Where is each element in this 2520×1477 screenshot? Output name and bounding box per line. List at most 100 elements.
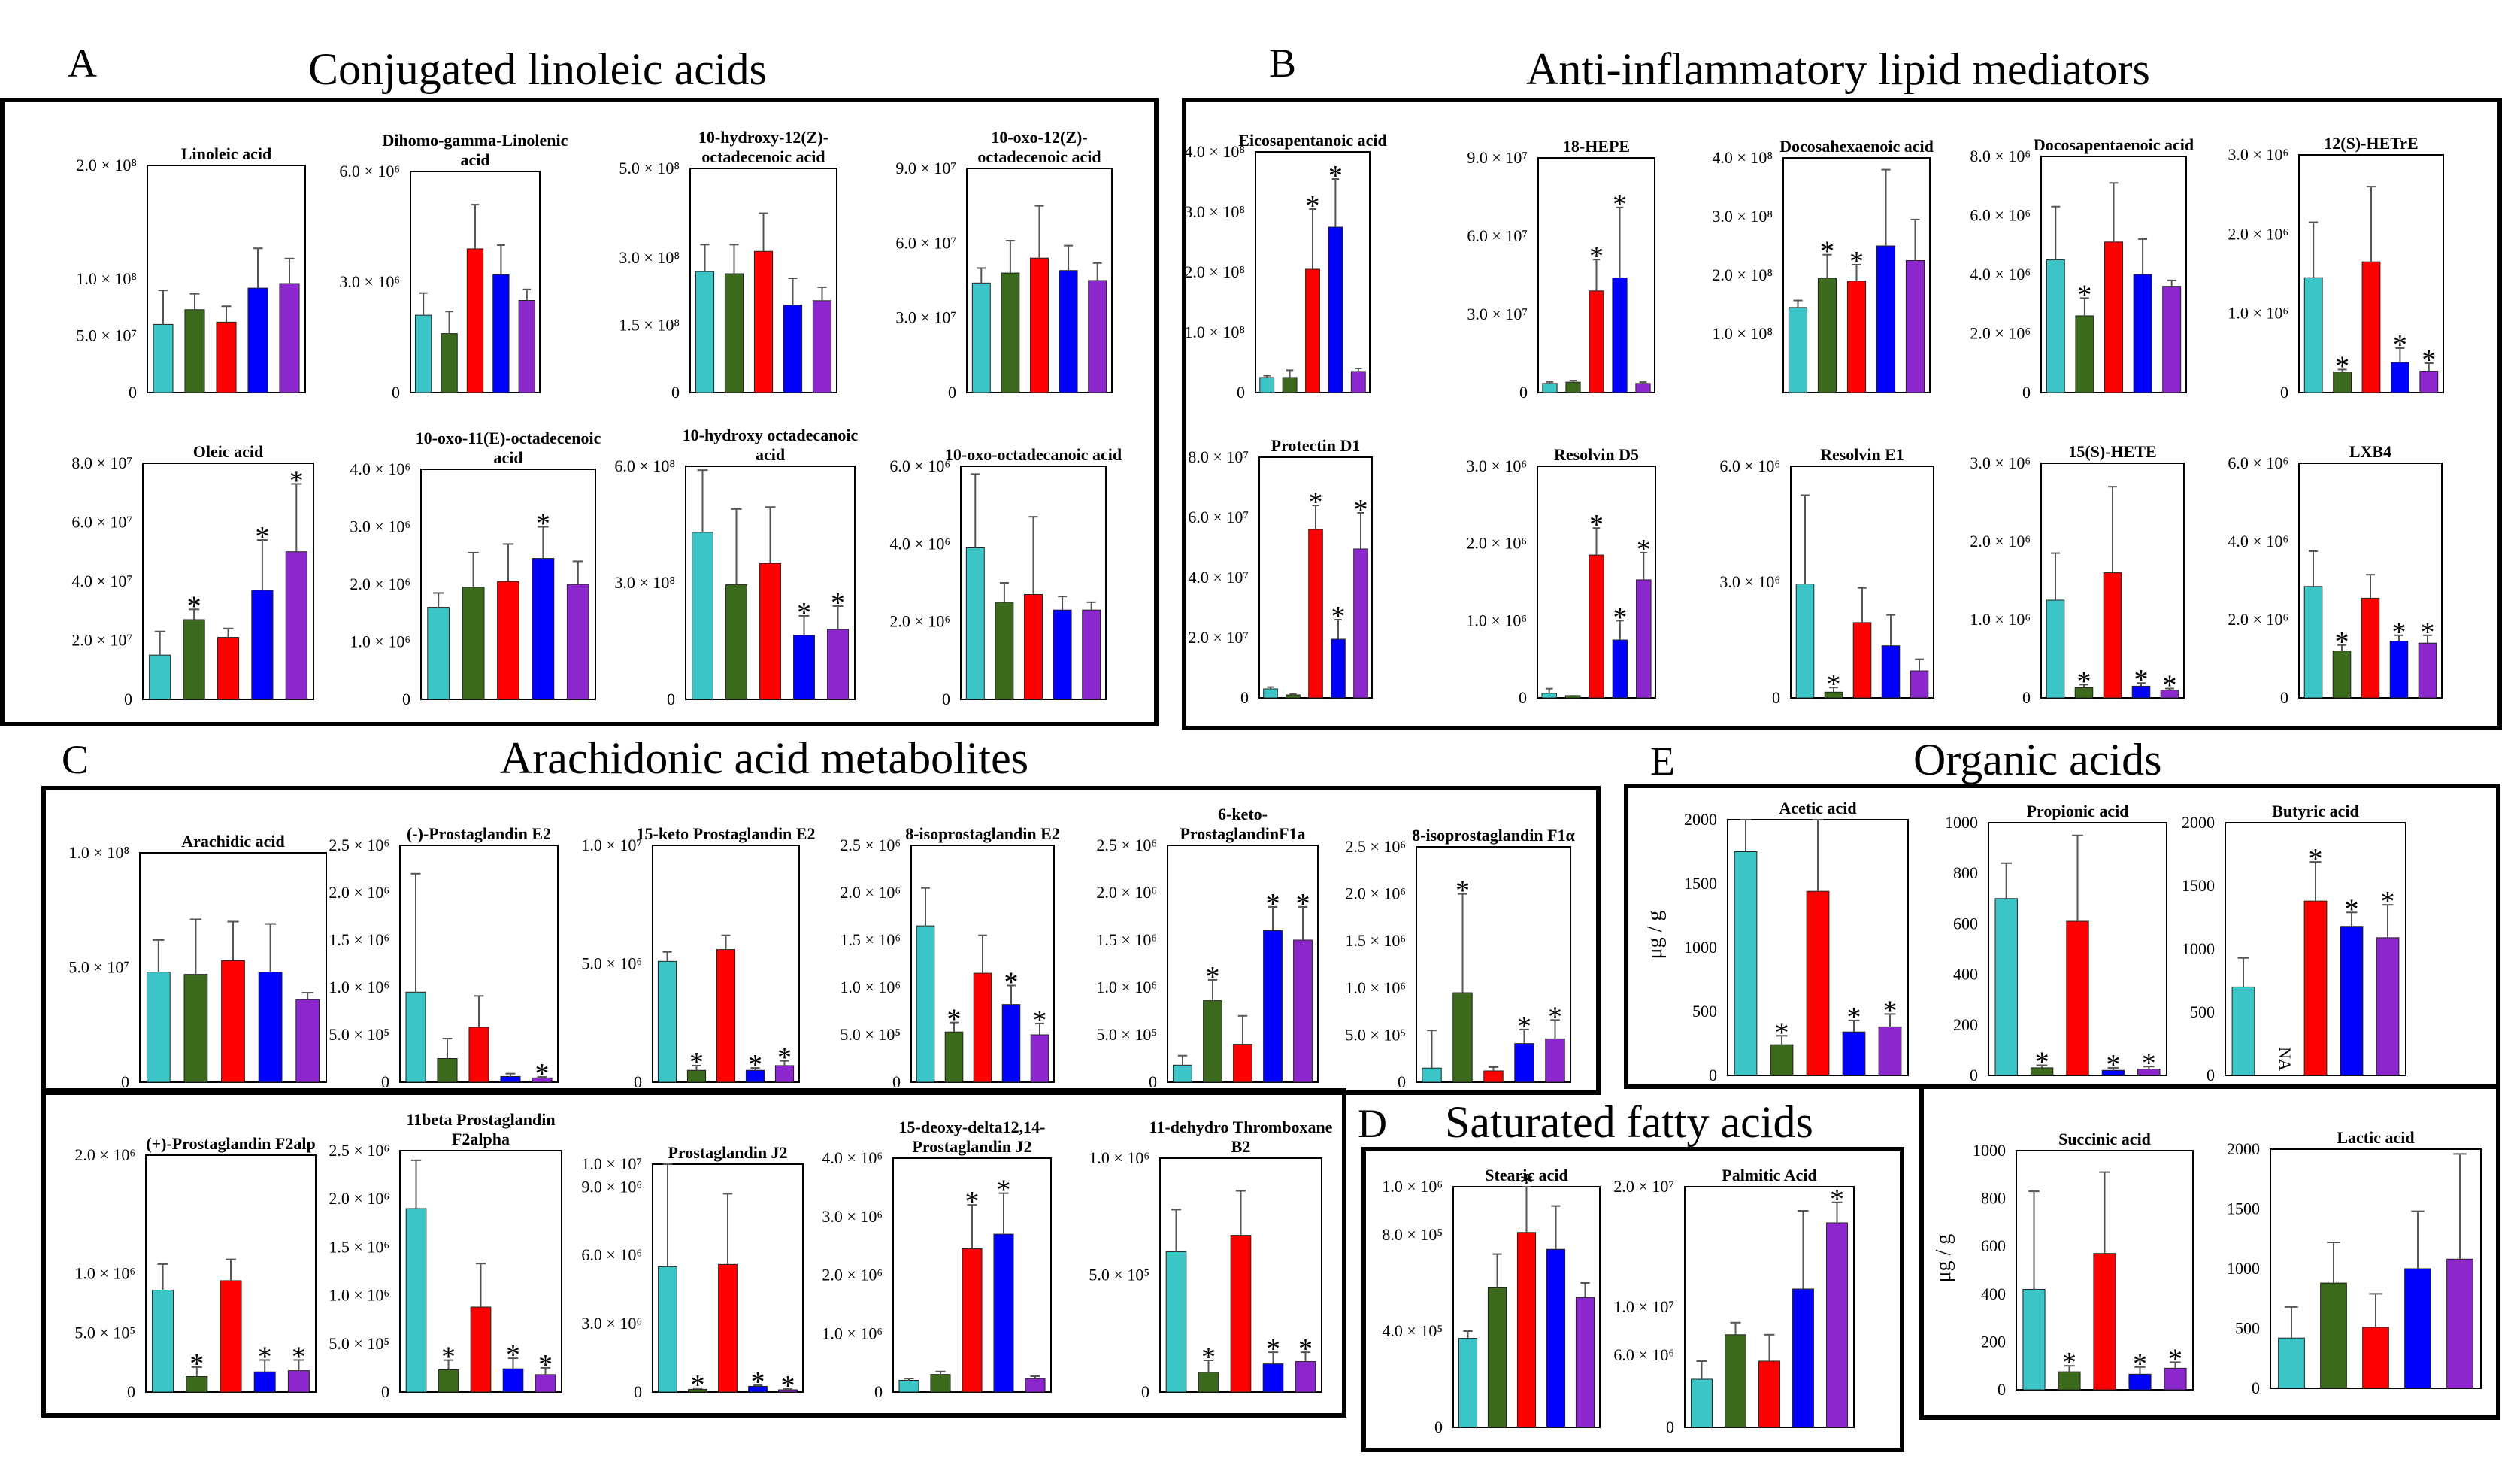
bar	[1024, 594, 1043, 700]
significance-marker: *	[2393, 329, 2407, 361]
significance-marker: *	[1830, 1184, 1844, 1215]
y-tick-label: 0	[127, 1382, 135, 1401]
y-tick-label: 1000	[1945, 813, 1978, 832]
bar	[1542, 383, 1558, 393]
bar	[1846, 281, 1867, 393]
significance-marker: *	[751, 1366, 765, 1398]
significance-marker: *	[1613, 189, 1627, 220]
y-tick-label: 4.0 × 10⁷	[1188, 568, 1249, 587]
y-tick-label: 0	[381, 1072, 389, 1091]
y-tick-label: 0	[948, 383, 956, 402]
y-tick-label: 500	[2235, 1319, 2260, 1338]
chart-title: 10-oxo-12(Z)-	[991, 128, 1087, 147]
bar	[2303, 900, 2328, 1076]
chart-7: 10-oxo-octadecanoic acid 0 2.0 × 10⁶ 4.0 × …	[889, 445, 1122, 708]
significance-marker: *	[1328, 160, 1343, 192]
y-tick-label: 2000	[2227, 1139, 2260, 1158]
panel-b-title: Anti-inflammatory lipid mediators	[1526, 44, 2150, 94]
y-tick-label: 6.0 × 10⁷	[895, 233, 956, 252]
chart-4: Oleic acid 0 2.0 × 10⁷ 4.0 × 10⁷ 6.0 × 10⁷ 8.…	[71, 442, 314, 708]
bar	[1422, 1067, 1442, 1083]
chart-title: 11-dehydro Thromboxane	[1149, 1118, 1333, 1136]
y-tick-label: 5.0 × 10⁵	[1089, 1266, 1149, 1284]
y-tick-label: 3.0 × 10⁶	[1970, 453, 2031, 472]
y-tick-label: 8.0 × 10⁷	[1188, 447, 1249, 466]
significance-marker: *	[1455, 875, 1470, 907]
y-tick-label: 6.0 × 10⁶	[1719, 456, 1780, 475]
bar	[470, 1306, 492, 1393]
bar	[658, 1266, 677, 1393]
chart-30: Palmitic Acid 0 6.0 × 10⁶ 1.0 × 10⁷ 2.0 × 10…	[1613, 1166, 1855, 1436]
bar	[1564, 695, 1581, 699]
y-tick-label: 1.0 × 10⁷	[1613, 1297, 1674, 1316]
significance-marker: *	[441, 1342, 456, 1373]
bar	[1565, 381, 1581, 393]
y-tick-label: 6.0 × 10⁷	[1188, 508, 1249, 526]
y-tick-label: 1.0 × 10⁶	[1096, 978, 1157, 996]
y-tick-label: 1.0 × 10⁸	[1712, 324, 1773, 343]
y-tick-label: 0	[2207, 1066, 2215, 1084]
y-tick-label: 1.0 × 10⁶	[350, 632, 410, 651]
y-tick-label: 2.0 × 10⁶	[840, 883, 901, 902]
chart-title: (-)-Prostaglandin E2	[407, 824, 551, 843]
chart-title: 10-hydroxy-12(Z)-	[698, 128, 828, 147]
bar	[153, 323, 174, 393]
bar	[1030, 257, 1049, 393]
significance-marker: *	[2168, 1343, 2182, 1375]
bar	[497, 581, 519, 700]
y-tick-label: 2.0 × 10⁷	[1188, 628, 1249, 647]
bar	[1852, 622, 1872, 699]
significance-marker: *	[292, 1341, 306, 1372]
y-tick-label: 3.0 × 10⁸	[1712, 207, 1773, 226]
chart-title: Docosapentaenoic acid	[2034, 135, 2194, 154]
y-tick-label: 0	[1519, 383, 1528, 402]
bar	[1514, 1043, 1534, 1083]
panel-b-frame	[1182, 98, 2502, 730]
bar	[1545, 1038, 1565, 1083]
y-tick-label: 500	[1692, 1002, 1717, 1021]
significance-marker: *	[538, 1349, 553, 1381]
bar	[437, 1058, 458, 1083]
y-tick-label: 2.0 × 10⁶	[350, 575, 410, 593]
bar	[965, 547, 985, 700]
bar	[1295, 1361, 1316, 1393]
y-tick-label: 0	[381, 1382, 389, 1401]
chart-title: Linoleic acid	[181, 144, 271, 163]
chart-title: octadecenoic acid	[701, 147, 825, 166]
bar	[1806, 890, 1830, 1076]
y-tick-label: 5.0 × 10⁵	[329, 1334, 389, 1353]
y-tick-label: 0	[634, 1382, 642, 1401]
y-tick-label: 0	[2022, 688, 2031, 707]
bar	[2418, 642, 2437, 699]
bar	[217, 637, 240, 700]
bar	[1758, 1360, 1780, 1428]
bar	[916, 925, 935, 1083]
y-tick-label: 2.0 × 10⁷	[1613, 1177, 1674, 1196]
chart-35: Lactic acid 0 500 1000 1500 2000	[2227, 1128, 2482, 1397]
significance-marker: *	[947, 1004, 962, 1036]
bar	[1262, 1363, 1284, 1393]
y-tick-label: 8.0 × 10⁵	[1382, 1225, 1443, 1244]
bar	[1612, 277, 1628, 393]
bar	[718, 1263, 738, 1393]
bar	[287, 1370, 310, 1393]
bar	[1725, 1334, 1746, 1428]
y-tick-label: 5.0 × 10⁵	[1096, 1025, 1157, 1044]
significance-marker: *	[2163, 670, 2177, 702]
bar	[1353, 548, 1368, 699]
bar	[783, 305, 803, 393]
significance-marker: *	[2035, 1047, 2049, 1078]
chart-31: Acetic acid 0 500 1000 1500 2000 μg / g * * *	[1643, 799, 1909, 1084]
chart-title: Stearic acid	[1485, 1166, 1568, 1184]
y-tick-label: 6.0 × 10⁸	[614, 456, 675, 475]
y-tick-label: 1.0 × 10⁶	[74, 1264, 135, 1283]
y-tick-label: 3.0 × 10⁶	[350, 517, 410, 536]
bar	[2133, 274, 2152, 393]
significance-marker: *	[781, 1370, 795, 1402]
significance-marker: *	[1589, 241, 1604, 272]
significance-marker: *	[1883, 995, 1898, 1027]
chart-title: Palmitic Acid	[1722, 1166, 1816, 1184]
chart-title: 15(S)-HETE	[2068, 442, 2156, 461]
chart-title: (+)-Prostaglandin F2alp	[146, 1134, 315, 1153]
